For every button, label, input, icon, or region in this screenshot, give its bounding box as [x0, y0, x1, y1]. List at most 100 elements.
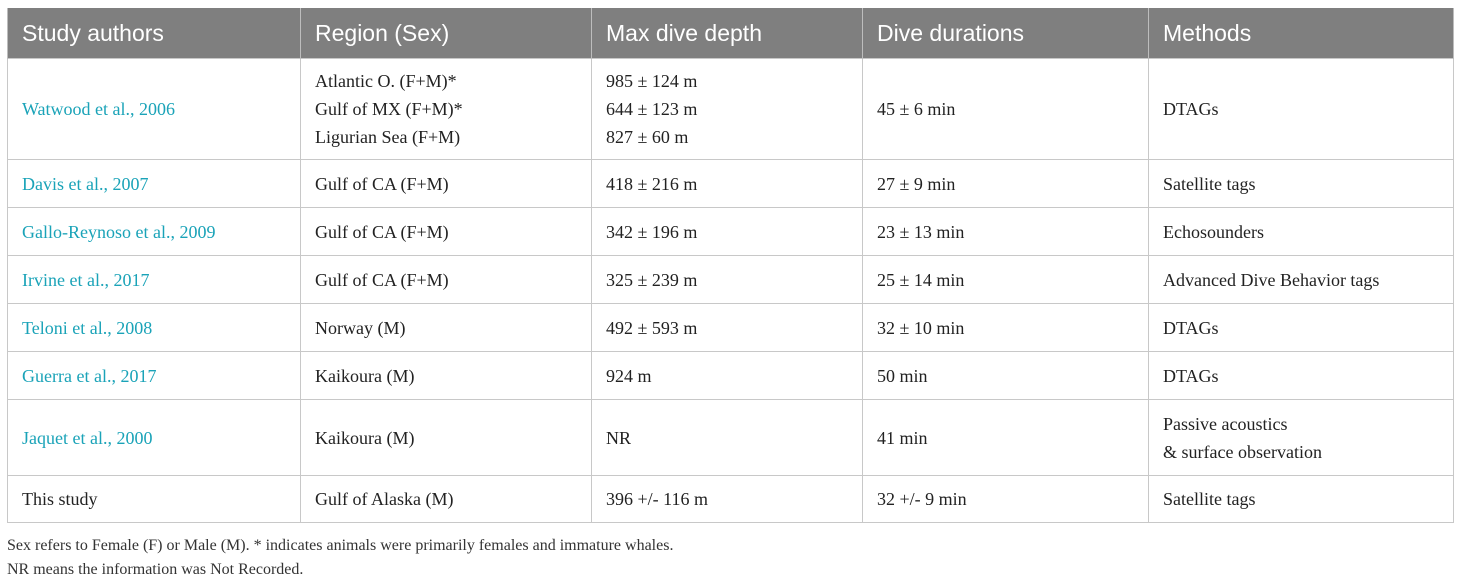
cell-study-author: Watwood et al., 2006 — [7, 58, 301, 160]
cell-max-dive-depth-line: 985 ± 124 m — [606, 71, 698, 91]
cell-dive-duration: 32 +/- 9 min — [862, 475, 1149, 523]
header-study-authors: Study authors — [7, 8, 301, 59]
cell-region-sex-line: Gulf of CA (F+M) — [315, 221, 449, 242]
cell-dive-duration: 32 ± 10 min — [862, 303, 1149, 352]
cell-study-author: Davis et al., 2007 — [7, 159, 301, 208]
cell-max-dive-depth-line: 396 +/- 116 m — [606, 489, 708, 509]
cell-max-dive-depth: 325 ± 239 m — [591, 255, 863, 304]
cell-max-dive-depth: NR — [591, 399, 863, 476]
author-citation-link[interactable]: Irvine et al., 2017 — [22, 269, 150, 290]
cell-max-dive-depth-line: 644 ± 123 m — [606, 99, 698, 119]
cell-max-dive-depth: 396 +/- 116 m — [591, 475, 863, 523]
cell-region-sex: Gulf of CA (F+M) — [300, 207, 592, 256]
cell-study-author: This study — [7, 475, 301, 523]
header-max-dive-depth: Max dive depth — [591, 8, 863, 59]
cell-methods-line: Echosounders — [1163, 221, 1264, 242]
cell-dive-duration: 45 ± 6 min — [862, 58, 1149, 160]
cell-study-author: Guerra et al., 2017 — [7, 351, 301, 400]
cell-region-sex: Gulf of CA (F+M) — [300, 159, 592, 208]
cell-max-dive-depth-line: 492 ± 593 m — [606, 317, 698, 338]
cell-study-author: Jaquet et al., 2000 — [7, 399, 301, 476]
cell-region-sex-line: Kaikoura (M) — [315, 365, 415, 386]
cell-dive-duration: 23 ± 13 min — [862, 207, 1149, 256]
cell-methods-line: DTAGs — [1163, 317, 1219, 338]
cell-dive-duration-line: 32 +/- 9 min — [877, 489, 967, 509]
cell-region-sex-line: Ligurian Sea (F+M) — [315, 127, 461, 147]
cell-methods: DTAGs — [1148, 58, 1454, 160]
cell-region-sex-line: Norway (M) — [315, 317, 406, 338]
cell-dive-duration: 25 ± 14 min — [862, 255, 1149, 304]
cell-dive-duration-line: 27 ± 9 min — [877, 173, 956, 194]
author-citation-link[interactable]: Davis et al., 2007 — [22, 173, 149, 194]
cell-methods-line: & surface observation — [1163, 441, 1322, 462]
cell-region-sex: Atlantic O. (F+M)* Gulf of MX (F+M)* Ligur… — [300, 58, 592, 160]
cell-region-sex-line: Gulf of CA (F+M) — [315, 173, 449, 194]
cell-max-dive-depth: 418 ± 216 m — [591, 159, 863, 208]
cell-dive-duration-line: 23 ± 13 min — [877, 221, 965, 242]
cell-dive-duration-line: 32 ± 10 min — [877, 317, 965, 338]
header-region-sex: Region (Sex) — [300, 8, 592, 59]
author-citation-link[interactable]: Teloni et al., 2008 — [22, 317, 153, 338]
cell-methods-line: Satellite tags — [1163, 173, 1256, 194]
cell-dive-duration-line: 50 min — [877, 365, 928, 386]
cell-methods-line: DTAGs — [1163, 365, 1219, 386]
cell-max-dive-depth-line: 827 ± 60 m — [606, 127, 689, 147]
cell-max-dive-depth-line: 325 ± 239 m — [606, 269, 698, 290]
table-row: Irvine et al., 2017 Gulf of CA (F+M) 325 ±… — [7, 255, 1454, 304]
table-row: Guerra et al., 2017 Kaikoura (M) 924 m 50 m… — [7, 351, 1454, 400]
cell-methods: Satellite tags — [1148, 475, 1454, 523]
cell-methods: DTAGs — [1148, 351, 1454, 400]
cell-region-sex: Kaikoura (M) — [300, 351, 592, 400]
cell-dive-duration-line: 25 ± 14 min — [877, 269, 965, 290]
table-row: Watwood et al., 2006 Atlantic O. (F+M)* Gu… — [7, 58, 1454, 160]
cell-max-dive-depth: 342 ± 196 m — [591, 207, 863, 256]
cell-methods-line: Passive acoustics — [1163, 413, 1288, 434]
author-citation-link[interactable]: Guerra et al., 2017 — [22, 365, 157, 386]
dive-comparison-table: Study authors Region (Sex) Max dive dept… — [7, 8, 1454, 523]
cell-region-sex: Kaikoura (M) — [300, 399, 592, 476]
cell-region-sex: Gulf of Alaska (M) — [300, 475, 592, 523]
footnote-nr: NR means the information was Not Recorde… — [7, 561, 304, 578]
cell-region-sex: Norway (M) — [300, 303, 592, 352]
cell-max-dive-depth-line: 418 ± 216 m — [606, 173, 698, 194]
cell-max-dive-depth: 985 ± 124 m 644 ± 123 m 827 ± 60 m — [591, 58, 863, 160]
cell-region-sex-line: Kaikoura (M) — [315, 427, 415, 448]
cell-dive-duration: 41 min — [862, 399, 1149, 476]
cell-study-author: Gallo-Reynoso et al., 2009 — [7, 207, 301, 256]
cell-study-author: Irvine et al., 2017 — [7, 255, 301, 304]
cell-dive-duration: 27 ± 9 min — [862, 159, 1149, 208]
cell-study-author: Teloni et al., 2008 — [7, 303, 301, 352]
cell-max-dive-depth-line: NR — [606, 427, 632, 448]
author-citation-link[interactable]: Watwood et al., 2006 — [22, 99, 176, 119]
cell-dive-duration-line: 41 min — [877, 427, 928, 448]
cell-dive-duration-line: 45 ± 6 min — [877, 99, 956, 119]
author-citation-link[interactable]: Jaquet et al., 2000 — [22, 427, 153, 448]
dive-table-container: Study authors Region (Sex) Max dive dept… — [7, 8, 1454, 523]
cell-max-dive-depth-line: 342 ± 196 m — [606, 221, 698, 242]
author-label: This study — [22, 489, 98, 509]
author-citation-link[interactable]: Gallo-Reynoso et al., 2009 — [22, 221, 216, 242]
cell-methods: Passive acoustics & surface observation — [1148, 399, 1454, 476]
table-header-row: Study authors Region (Sex) Max dive dept… — [7, 8, 1454, 59]
table-row: Teloni et al., 2008 Norway (M) 492 ± 593 m… — [7, 303, 1454, 352]
cell-max-dive-depth: 924 m — [591, 351, 863, 400]
cell-methods: Advanced Dive Behavior tags — [1148, 255, 1454, 304]
table-row: Gallo-Reynoso et al., 2009 Gulf of CA (F+… — [7, 207, 1454, 256]
table-footnotes: Sex refers to Female (F) or Male (M). * … — [7, 534, 1453, 582]
cell-region-sex-line: Gulf of MX (F+M)* — [315, 99, 463, 119]
table-row: Jaquet et al., 2000 Kaikoura (M) NR 41 min P… — [7, 399, 1454, 476]
cell-region-sex-line: Gulf of Alaska (M) — [315, 489, 454, 509]
cell-region-sex: Gulf of CA (F+M) — [300, 255, 592, 304]
cell-region-sex-line: Atlantic O. (F+M)* — [315, 71, 457, 91]
cell-max-dive-depth-line: 924 m — [606, 365, 652, 386]
header-methods: Methods — [1148, 8, 1454, 59]
cell-methods: Echosounders — [1148, 207, 1454, 256]
header-dive-durations: Dive durations — [862, 8, 1149, 59]
cell-max-dive-depth: 492 ± 593 m — [591, 303, 863, 352]
table-row: Davis et al., 2007 Gulf of CA (F+M) 418 ± … — [7, 159, 1454, 208]
table-row: This study Gulf of Alaska (M) 396 +/- 116 … — [7, 475, 1454, 523]
cell-methods-line: Satellite tags — [1163, 489, 1256, 509]
footnote-sex: Sex refers to Female (F) or Male (M). * … — [7, 537, 674, 554]
cell-dive-duration: 50 min — [862, 351, 1149, 400]
cell-methods: DTAGs — [1148, 303, 1454, 352]
